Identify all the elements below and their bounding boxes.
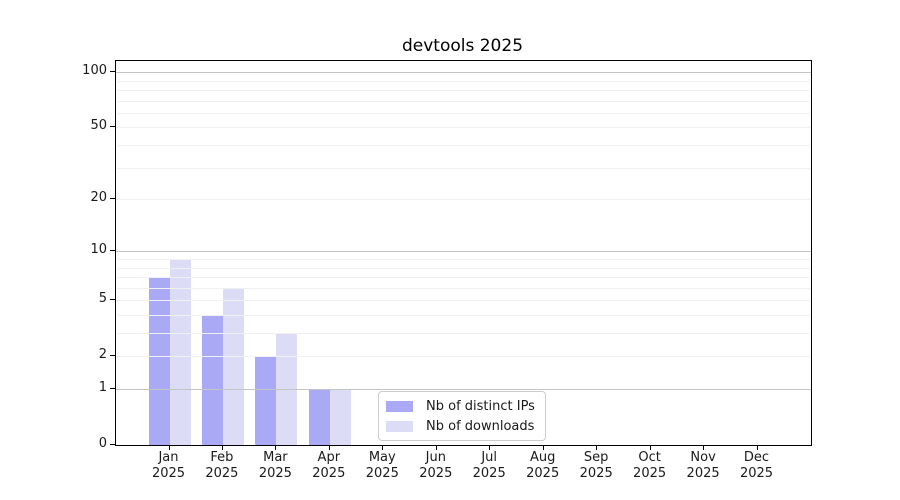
gridline-minor: [116, 100, 811, 102]
x-tick-mark: [596, 445, 598, 450]
x-tick-mark: [328, 445, 330, 450]
bar-downloads: [329, 389, 351, 445]
x-tick-mark: [382, 445, 384, 450]
x-tick-mark: [703, 445, 705, 450]
gridline-minor: [116, 127, 811, 129]
legend-swatch-downloads: [386, 420, 413, 432]
gridline-minor: [116, 167, 811, 169]
bar-downloads: [169, 259, 191, 445]
bar-distinct-ips: [255, 356, 277, 445]
gridline-minor: [116, 287, 811, 289]
x-tick-label: Nov 2025: [686, 450, 720, 481]
gridline-minor: [116, 315, 811, 316]
bar-downloads: [222, 287, 244, 445]
y-tick-label: 10: [90, 242, 107, 258]
y-tick-label: 2: [98, 347, 107, 363]
y-tick-mark: [110, 71, 115, 73]
x-tick-label: Jan 2025: [151, 450, 186, 481]
gridline-minor: [116, 267, 811, 269]
x-tick-label: Apr 2025: [312, 450, 346, 481]
legend: Nb of distinct IPs Nb of downloads: [378, 391, 546, 441]
gridline-minor: [116, 80, 811, 82]
gridline-minor: [116, 300, 811, 302]
y-tick-mark: [110, 198, 115, 200]
x-tick-label: Sep 2025: [579, 450, 613, 481]
legend-label-distinct-ips: Nb of distinct IPs: [426, 398, 535, 414]
x-tick-label: Jul 2025: [472, 450, 506, 481]
x-tick-mark: [542, 445, 544, 450]
x-tick-mark: [275, 445, 277, 450]
gridline-minor: [116, 356, 811, 358]
gridline-minor: [116, 145, 811, 146]
legend-label-downloads: Nb of downloads: [426, 418, 535, 434]
x-tick-mark: [756, 445, 758, 450]
gridline-minor: [116, 112, 811, 114]
bar-distinct-ips: [201, 315, 223, 445]
y-tick-mark: [110, 444, 115, 445]
y-tick-label: 20: [90, 190, 107, 206]
y-tick-mark: [110, 299, 115, 301]
y-tick-label: 0: [98, 436, 107, 451]
gridline-minor: [116, 259, 811, 260]
x-tick-mark: [489, 445, 491, 450]
x-tick-label: Jun 2025: [419, 450, 453, 481]
y-tick-label: 100: [82, 63, 107, 79]
x-tick-mark: [168, 445, 170, 450]
gridline-major: [116, 251, 811, 253]
y-tick-label: 50: [90, 118, 107, 134]
y-tick-mark: [110, 388, 115, 389]
y-tick-mark: [110, 250, 115, 252]
gridline-minor: [116, 277, 811, 278]
plot-area: [115, 60, 812, 446]
legend-item-distinct-ips: Nb of distinct IPs: [386, 398, 535, 414]
gridline-minor: [116, 90, 811, 91]
y-tick-mark: [110, 126, 115, 128]
gridline-major: [116, 72, 811, 74]
gridline-minor: [116, 199, 811, 201]
x-tick-label: Dec 2025: [739, 450, 774, 481]
x-tick-mark: [649, 445, 651, 450]
legend-swatch-distinct-ips: [386, 400, 413, 412]
chart-title: devtools 2025: [401, 36, 524, 56]
y-tick-label: 5: [98, 291, 107, 307]
gridline-minor: [116, 333, 811, 334]
y-tick-mark: [110, 355, 115, 357]
x-tick-mark: [221, 445, 223, 450]
legend-item-downloads: Nb of downloads: [386, 418, 535, 434]
x-tick-mark: [435, 445, 437, 450]
bar-distinct-ips: [308, 389, 330, 445]
bar-distinct-ips: [148, 277, 170, 445]
x-tick-label: Feb 2025: [205, 450, 239, 481]
x-tick-label: Mar 2025: [258, 450, 292, 481]
x-tick-label: Aug 2025: [526, 450, 560, 481]
x-tick-label: Oct 2025: [633, 450, 667, 481]
y-tick-label: 1: [98, 380, 107, 395]
gridline-major: [116, 389, 811, 390]
x-tick-label: May 2025: [365, 450, 399, 481]
